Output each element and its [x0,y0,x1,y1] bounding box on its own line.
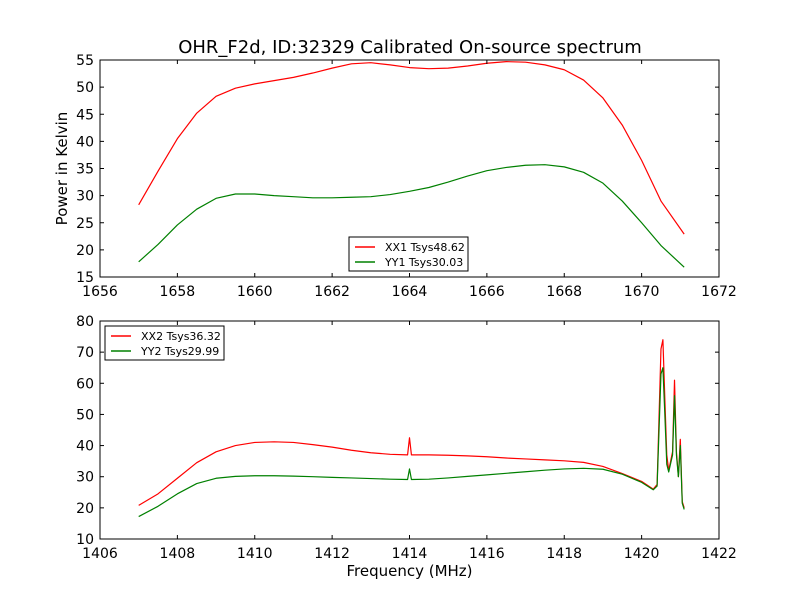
chart-0-xtick-label-3: 1662 [314,284,350,300]
chart-1-ytick-label-5: 60 [76,376,94,392]
chart-0-series-1-line [138,164,685,268]
chart-1-ytick-label-3: 40 [76,439,94,455]
chart-0-xtick-label-1: 1658 [160,284,196,300]
chart-0-xtick-label-8: 1672 [701,284,737,300]
chart-1-ytick-label-1: 20 [76,501,94,517]
chart-0-xtick-label-6: 1668 [546,284,582,300]
chart-1-series-1-line [138,367,685,518]
chart-0-xtick-label-5: 1666 [469,284,505,300]
top-spectrum-chart: 1656 1658 1660 1662 1664 1666 1668 1670 1672 15 20… [53,53,737,300]
chart-1-legend-box [104,325,225,361]
chart-1-xtick-label-0: 1406 [82,546,118,562]
chart-0-ytick-label-1: 20 [76,243,94,259]
chart-0-xtick-label-4: 1664 [392,284,428,300]
chart-1-ytick-label-4: 50 [76,407,94,423]
chart-0-ytick-label-2: 25 [76,216,94,232]
chart-1-xtick-label-3: 1412 [314,546,350,562]
chart-0-ytick-label-6: 45 [76,107,94,123]
chart-1-xtick-label-1: 1408 [160,546,196,562]
chart-1-ytick-label-0: 10 [76,532,94,548]
chart-0-ytick-label-8: 55 [76,53,94,69]
chart-0-xtick-label-0: 1656 [82,284,118,300]
chart-0-xtick-label-7: 1670 [624,284,660,300]
chart-1-xtick-label-4: 1414 [392,546,428,562]
figure-title: OHR_F2d, ID:32329 Calibrated On-source s… [178,37,642,58]
chart-1-xtick-label-2: 1410 [237,546,273,562]
chart-0-xtick-label-2: 1660 [237,284,273,300]
chart-0-ytick-label-4: 35 [76,162,94,178]
chart-0-ytick-label-5: 40 [76,134,94,150]
chart-0-ylabel: Power in Kelvin [53,112,71,226]
chart-1-legend-label-0: XX2 Tsys36.32 [141,330,221,343]
chart-1-legend-label-1: YY2 Tsys29.99 [140,345,219,358]
chart-1-xlabel: Frequency (MHz) [346,562,472,580]
chart-0-ytick-label-7: 50 [76,80,94,96]
chart-0-legend-label-1: YY1 Tsys30.03 [384,256,463,269]
chart-1-ytick-label-7: 80 [76,314,94,330]
bottom-spectrum-chart: 1406 1408 1410 1412 1414 1416 1418 1420 1422 10 20… [76,314,737,580]
chart-0-ytick-label-0: 15 [76,270,94,286]
chart-1-xtick-label-6: 1418 [546,546,582,562]
chart-0-series-0-line [138,61,685,235]
chart-1-ytick-label-2: 30 [76,470,94,486]
chart-1-xtick-label-8: 1422 [701,546,737,562]
chart-0-legend-box [348,236,469,272]
chart-1-xtick-label-7: 1420 [624,546,660,562]
chart-1-xtick-label-5: 1416 [469,546,505,562]
chart-0-ytick-label-3: 30 [76,189,94,205]
chart-1-ytick-label-6: 70 [76,345,94,361]
chart-0-legend-label-0: XX1 Tsys48.62 [385,241,465,254]
